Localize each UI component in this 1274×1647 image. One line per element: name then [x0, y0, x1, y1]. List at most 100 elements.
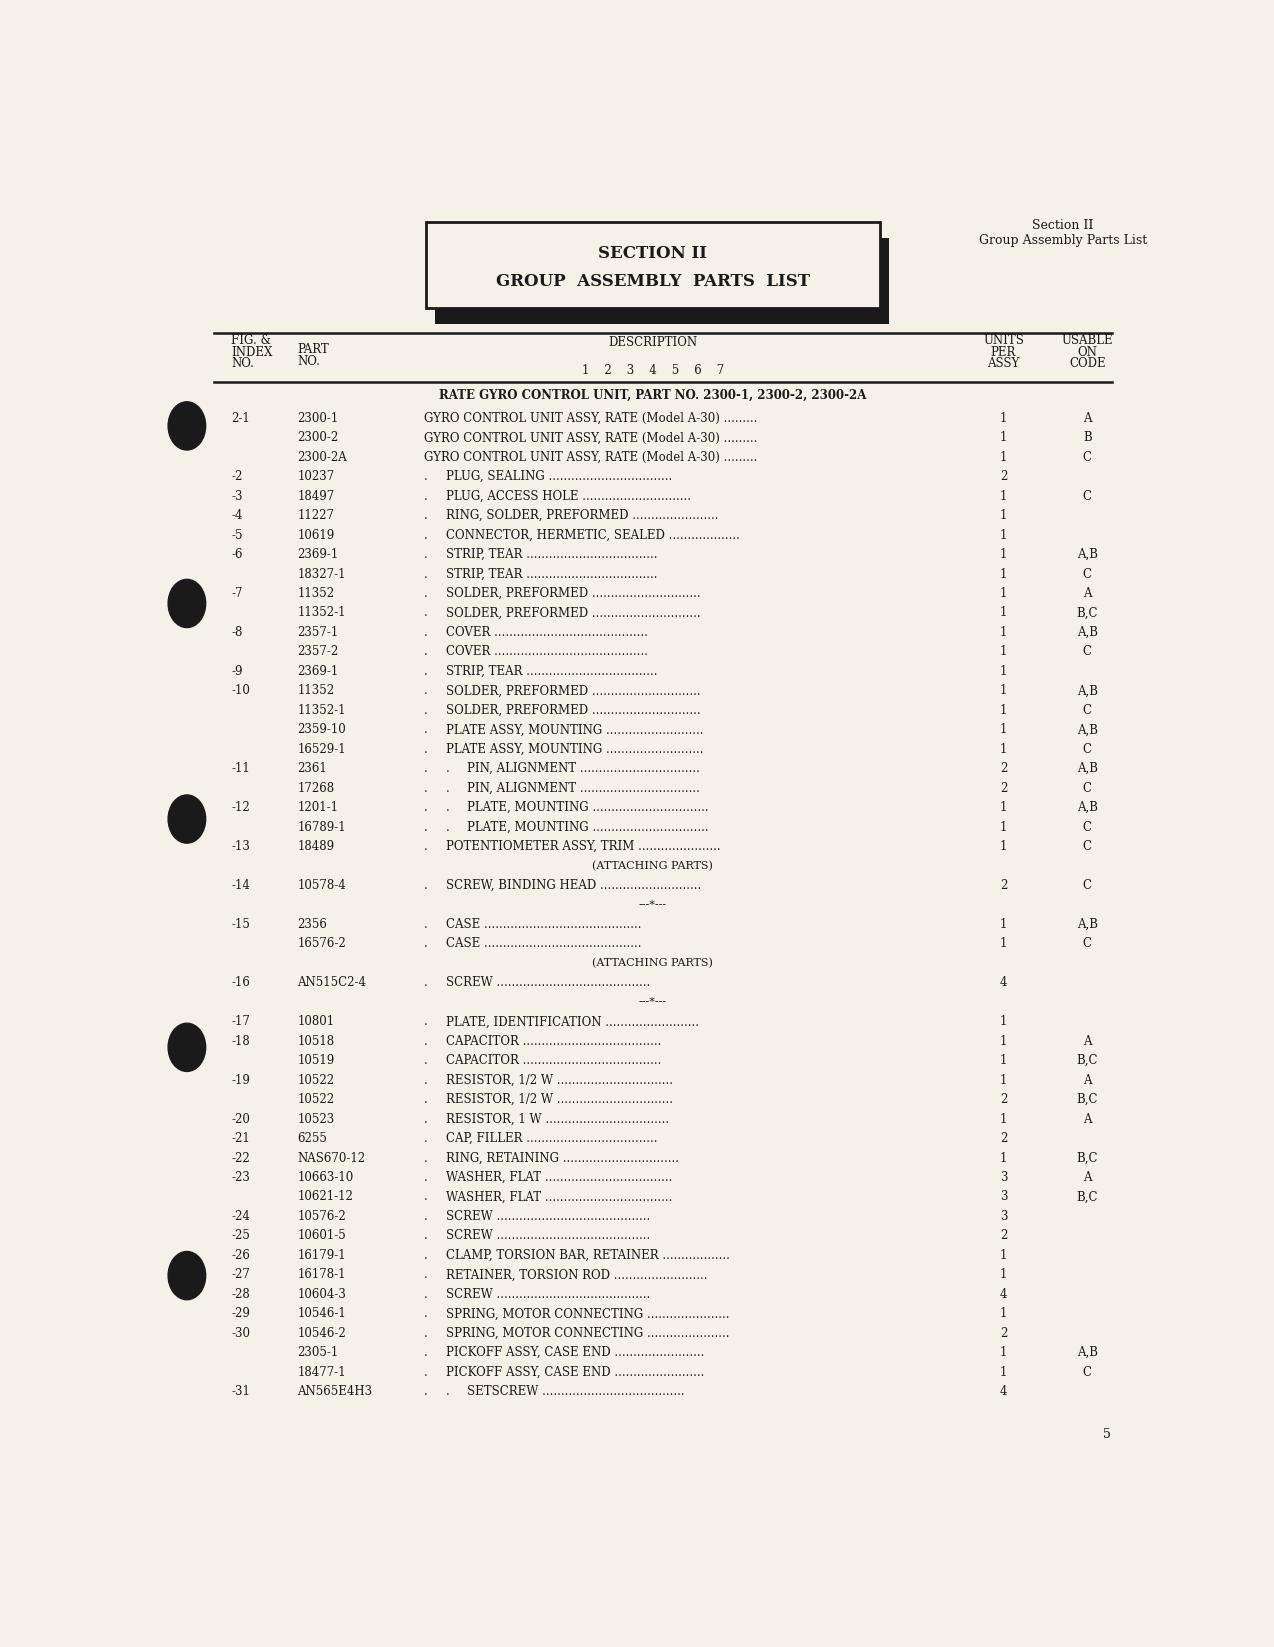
Text: 16178-1: 16178-1 [298, 1268, 347, 1281]
Text: -25: -25 [232, 1229, 250, 1242]
Text: WASHER, FLAT ..................................: WASHER, FLAT ...........................… [446, 1171, 671, 1184]
Text: 1: 1 [1000, 800, 1008, 814]
Text: A,B: A,B [1077, 685, 1098, 697]
Text: -18: -18 [232, 1034, 250, 1047]
Text: .: . [446, 1385, 450, 1398]
Text: ASSY: ASSY [987, 357, 1019, 371]
Text: A,B: A,B [1077, 626, 1098, 639]
Text: NAS670-12: NAS670-12 [298, 1151, 366, 1164]
Text: -24: -24 [232, 1211, 250, 1224]
Text: 2: 2 [1000, 763, 1008, 776]
Text: -31: -31 [232, 1385, 250, 1398]
Text: .: . [424, 1248, 428, 1262]
Text: 1: 1 [1000, 1308, 1008, 1321]
Text: -22: -22 [232, 1151, 250, 1164]
Text: -19: -19 [232, 1074, 250, 1087]
Text: .: . [424, 1229, 428, 1242]
Text: .: . [424, 568, 428, 580]
Text: 1: 1 [1000, 1365, 1008, 1379]
Text: C: C [1083, 489, 1092, 502]
Text: 2: 2 [1000, 1094, 1008, 1107]
Text: 10663-10: 10663-10 [298, 1171, 354, 1184]
Text: 1: 1 [1000, 917, 1008, 931]
Text: .: . [424, 665, 428, 679]
Text: .: . [424, 723, 428, 736]
Text: PLUG, ACCESS HOLE .............................: PLUG, ACCESS HOLE ......................… [446, 489, 691, 502]
Text: 10604-3: 10604-3 [298, 1288, 347, 1301]
Text: 11352: 11352 [298, 586, 335, 600]
Text: 10621-12: 10621-12 [298, 1191, 353, 1204]
Text: 2305-1: 2305-1 [298, 1346, 339, 1359]
Text: .: . [446, 782, 450, 794]
Text: PLATE ASSY, MOUNTING ..........................: PLATE ASSY, MOUNTING ...................… [446, 743, 703, 756]
Text: SPRING, MOTOR CONNECTING ......................: SPRING, MOTOR CONNECTING ...............… [446, 1327, 729, 1339]
Text: -16: -16 [232, 977, 250, 990]
Text: .: . [424, 1151, 428, 1164]
Text: PLATE, MOUNTING ...............................: PLATE, MOUNTING ........................… [468, 800, 708, 814]
Text: .: . [424, 1308, 428, 1321]
Text: .: . [424, 937, 428, 950]
Text: 18489: 18489 [298, 840, 335, 853]
Text: 10523: 10523 [298, 1113, 335, 1125]
Text: 5: 5 [1103, 1428, 1111, 1441]
Text: STRIP, TEAR ...................................: STRIP, TEAR ............................… [446, 568, 657, 580]
Text: 2361: 2361 [298, 763, 327, 776]
Text: 2300-1: 2300-1 [298, 412, 339, 425]
Text: C: C [1083, 879, 1092, 893]
Text: 1: 1 [1000, 1268, 1008, 1281]
Text: 4: 4 [1000, 1288, 1008, 1301]
Text: 16789-1: 16789-1 [298, 820, 347, 833]
Text: UNITS: UNITS [984, 334, 1024, 348]
Text: 16179-1: 16179-1 [298, 1248, 347, 1262]
Text: GYRO CONTROL UNIT ASSY, RATE (Model A-30) .........: GYRO CONTROL UNIT ASSY, RATE (Model A-30… [424, 412, 757, 425]
Text: 16529-1: 16529-1 [298, 743, 347, 756]
Text: 10522: 10522 [298, 1094, 335, 1107]
Text: 4: 4 [1000, 1385, 1008, 1398]
Text: PICKOFF ASSY, CASE END ........................: PICKOFF ASSY, CASE END .................… [446, 1346, 705, 1359]
Text: .: . [424, 606, 428, 619]
Text: ON: ON [1078, 346, 1097, 359]
Text: A: A [1083, 1074, 1092, 1087]
Text: B,C: B,C [1077, 1094, 1098, 1107]
Text: 1201-1: 1201-1 [298, 800, 339, 814]
Text: PART: PART [298, 343, 329, 356]
Text: 1: 1 [1000, 432, 1008, 445]
Text: C: C [1083, 703, 1092, 716]
Text: 2: 2 [1000, 1327, 1008, 1339]
Text: PLUG, SEALING .................................: PLUG, SEALING ..........................… [446, 469, 671, 483]
Text: -3: -3 [232, 489, 243, 502]
Text: Section II: Section II [1032, 219, 1093, 232]
Text: CONNECTOR, HERMETIC, SEALED ...................: CONNECTOR, HERMETIC, SEALED ............… [446, 529, 739, 542]
Text: 1: 1 [1000, 568, 1008, 580]
Text: .: . [424, 1074, 428, 1087]
Text: STRIP, TEAR ...................................: STRIP, TEAR ............................… [446, 665, 657, 679]
Text: 2: 2 [1000, 782, 1008, 794]
Text: .: . [424, 820, 428, 833]
Text: 2356: 2356 [298, 917, 327, 931]
Text: 11352-1: 11352-1 [298, 703, 347, 716]
Text: NO.: NO. [298, 354, 320, 367]
Text: NAVWEPS 05-45DG-506: NAVWEPS 05-45DG-506 [456, 224, 613, 237]
Text: A: A [1083, 586, 1092, 600]
Text: 1: 1 [1000, 509, 1008, 522]
Text: A,B: A,B [1077, 800, 1098, 814]
Text: .: . [424, 489, 428, 502]
Text: AN515C2-4: AN515C2-4 [298, 977, 367, 990]
Text: 1: 1 [1000, 743, 1008, 756]
Text: SCREW .........................................: SCREW ..................................… [446, 977, 650, 990]
Text: GYRO CONTROL UNIT ASSY, RATE (Model A-30) .........: GYRO CONTROL UNIT ASSY, RATE (Model A-30… [424, 451, 757, 464]
Text: RETAINER, TORSION ROD .........................: RETAINER, TORSION ROD ..................… [446, 1268, 707, 1281]
Text: USABLE: USABLE [1061, 334, 1113, 348]
Text: -5: -5 [232, 529, 243, 542]
Text: 10546-1: 10546-1 [298, 1308, 347, 1321]
Circle shape [168, 580, 205, 628]
Text: C: C [1083, 1365, 1092, 1379]
Text: INDEX: INDEX [232, 346, 273, 359]
Text: .: . [424, 1211, 428, 1224]
Text: .: . [424, 1113, 428, 1125]
Text: 18477-1: 18477-1 [298, 1365, 347, 1379]
Text: .: . [424, 626, 428, 639]
Text: 1: 1 [1000, 1346, 1008, 1359]
Text: -11: -11 [232, 763, 250, 776]
Text: 10801: 10801 [298, 1015, 335, 1028]
